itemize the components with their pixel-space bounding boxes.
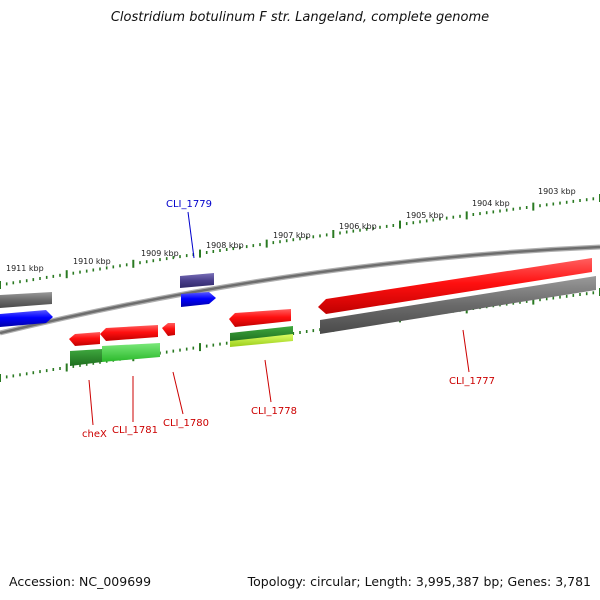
gene-label-cli-1781[interactable]: CLI_1781 [112,425,158,436]
leader-line [88,379,94,426]
leader-lines [88,211,470,426]
leader-line [462,329,470,373]
map-title: Clostridium botulinum F str. Langeland, … [110,10,490,25]
gene-feature-cli-1778[interactable] [230,326,293,342]
gene-feature[interactable] [0,292,52,308]
gene-feature[interactable] [230,334,293,347]
gene-feature-cli-1777[interactable] [318,258,592,314]
kbp-label: 1909 kbp [141,249,179,258]
gene-feature[interactable] [102,343,160,362]
gene-feature[interactable] [229,309,291,327]
kbp-labels: 1911 kbp 1910 kbp 1909 kbp 1908 kbp 1907… [6,187,576,273]
kbp-label: 1906 kbp [339,222,377,231]
gene-feature[interactable] [0,310,53,327]
outer-tick-track [0,194,600,289]
gene-feature-chex[interactable] [69,332,100,346]
forward-genes [0,273,216,327]
gene-feature-cli-1780[interactable] [162,323,175,336]
gene-label-chex[interactable]: cheX [82,429,107,440]
gene-feature[interactable] [70,349,102,366]
kbp-label: 1905 kbp [406,211,444,220]
reverse-genes [69,258,596,366]
kbp-label: 1904 kbp [472,199,510,208]
leader-line [172,371,184,415]
kbp-label: 1911 kbp [6,264,44,273]
kbp-label: 1907 kbp [273,231,311,240]
gene-feature[interactable] [320,276,596,334]
kbp-label: 1910 kbp [73,257,111,266]
gene-feature-cli-1781[interactable] [100,325,158,341]
kbp-label: 1908 kbp [206,241,244,250]
gene-label-cli-1779[interactable]: CLI_1779 [166,199,212,210]
gene-labels: CLI_1779 cheX CLI_1781 CLI_1780 CLI_1778… [82,199,495,440]
leader-line [264,359,272,403]
gene-label-cli-1780[interactable]: CLI_1780 [163,418,209,429]
leader-line [187,211,195,259]
gene-label-cli-1777[interactable]: CLI_1777 [449,376,495,387]
gene-label-cli-1778[interactable]: CLI_1778 [251,406,297,417]
accession-text: Accession: NC_009699 [9,574,152,589]
genome-backbone-core [0,245,600,335]
gene-feature-cli-1779[interactable] [180,273,214,288]
genome-summary-text: Topology: circular; Length: 3,995,387 bp… [247,574,591,589]
kbp-label: 1903 kbp [538,187,576,196]
gene-feature[interactable] [181,292,216,307]
